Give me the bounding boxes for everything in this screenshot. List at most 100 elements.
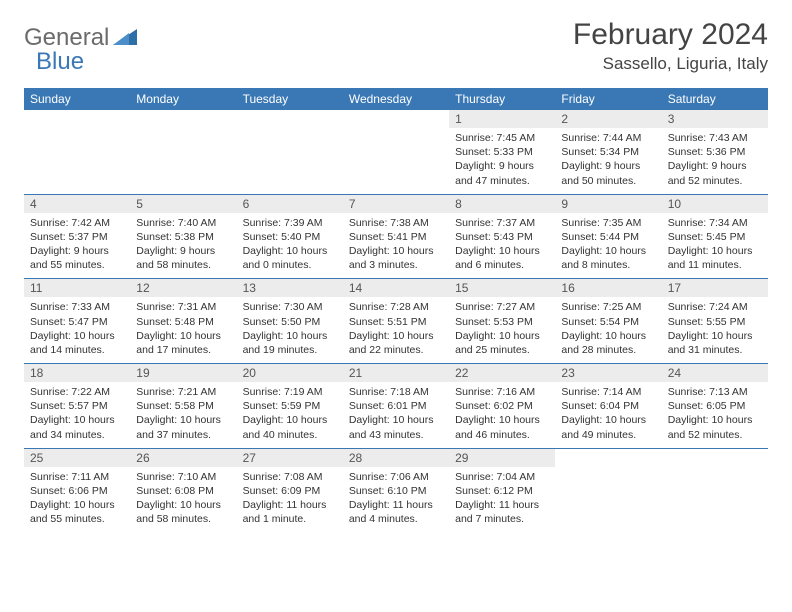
sunrise-line: Sunrise: 7:33 AM xyxy=(30,300,124,314)
daylight-line: Daylight: 11 hours and 7 minutes. xyxy=(455,498,549,526)
calendar-day: 4Sunrise: 7:42 AMSunset: 5:37 PMDaylight… xyxy=(24,195,130,279)
daylight-line: Daylight: 10 hours and 25 minutes. xyxy=(455,329,549,357)
calendar-body: 1Sunrise: 7:45 AMSunset: 5:33 PMDaylight… xyxy=(24,110,768,533)
day-number: 28 xyxy=(343,449,449,467)
calendar-empty xyxy=(662,449,768,533)
calendar-week: 18Sunrise: 7:22 AMSunset: 5:57 PMDayligh… xyxy=(24,364,768,448)
sunrise-line: Sunrise: 7:37 AM xyxy=(455,216,549,230)
day-number: 1 xyxy=(449,110,555,128)
sunrise-line: Sunrise: 7:19 AM xyxy=(243,385,337,399)
calendar-day: 20Sunrise: 7:19 AMSunset: 5:59 PMDayligh… xyxy=(237,364,343,448)
sunset-line: Sunset: 5:33 PM xyxy=(455,145,549,159)
day-details: Sunrise: 7:18 AMSunset: 6:01 PMDaylight:… xyxy=(343,382,449,448)
day-details: Sunrise: 7:28 AMSunset: 5:51 PMDaylight:… xyxy=(343,297,449,363)
calendar-day: 24Sunrise: 7:13 AMSunset: 6:05 PMDayligh… xyxy=(662,364,768,448)
sunrise-line: Sunrise: 7:24 AM xyxy=(668,300,762,314)
day-number: 24 xyxy=(662,364,768,382)
calendar-day: 3Sunrise: 7:43 AMSunset: 5:36 PMDaylight… xyxy=(662,110,768,194)
sunset-line: Sunset: 6:02 PM xyxy=(455,399,549,413)
calendar-day: 25Sunrise: 7:11 AMSunset: 6:06 PMDayligh… xyxy=(24,449,130,533)
sunset-line: Sunset: 5:55 PM xyxy=(668,315,762,329)
sunset-line: Sunset: 5:57 PM xyxy=(30,399,124,413)
calendar-day: 13Sunrise: 7:30 AMSunset: 5:50 PMDayligh… xyxy=(237,279,343,363)
daylight-line: Daylight: 10 hours and 52 minutes. xyxy=(668,413,762,441)
weekday-header: Tuesday xyxy=(237,88,343,110)
day-details: Sunrise: 7:27 AMSunset: 5:53 PMDaylight:… xyxy=(449,297,555,363)
day-number: 12 xyxy=(130,279,236,297)
sunset-line: Sunset: 5:37 PM xyxy=(30,230,124,244)
day-number: 5 xyxy=(130,195,236,213)
calendar-day: 26Sunrise: 7:10 AMSunset: 6:08 PMDayligh… xyxy=(130,449,236,533)
calendar-day: 12Sunrise: 7:31 AMSunset: 5:48 PMDayligh… xyxy=(130,279,236,363)
daylight-line: Daylight: 10 hours and 19 minutes. xyxy=(243,329,337,357)
brand-sub: Blue xyxy=(36,48,84,76)
day-details: Sunrise: 7:30 AMSunset: 5:50 PMDaylight:… xyxy=(237,297,343,363)
day-number: 25 xyxy=(24,449,130,467)
calendar-day: 16Sunrise: 7:25 AMSunset: 5:54 PMDayligh… xyxy=(555,279,661,363)
day-number: 27 xyxy=(237,449,343,467)
daylight-line: Daylight: 10 hours and 34 minutes. xyxy=(30,413,124,441)
daylight-line: Daylight: 9 hours and 47 minutes. xyxy=(455,159,549,187)
calendar-day: 19Sunrise: 7:21 AMSunset: 5:58 PMDayligh… xyxy=(130,364,236,448)
daylight-line: Daylight: 11 hours and 4 minutes. xyxy=(349,498,443,526)
day-details: Sunrise: 7:40 AMSunset: 5:38 PMDaylight:… xyxy=(130,213,236,279)
sunrise-line: Sunrise: 7:14 AM xyxy=(561,385,655,399)
day-details: Sunrise: 7:33 AMSunset: 5:47 PMDaylight:… xyxy=(24,297,130,363)
day-number: 20 xyxy=(237,364,343,382)
day-details: Sunrise: 7:38 AMSunset: 5:41 PMDaylight:… xyxy=(343,213,449,279)
calendar-day: 1Sunrise: 7:45 AMSunset: 5:33 PMDaylight… xyxy=(449,110,555,194)
day-details: Sunrise: 7:43 AMSunset: 5:36 PMDaylight:… xyxy=(662,128,768,194)
sunrise-line: Sunrise: 7:31 AM xyxy=(136,300,230,314)
day-details: Sunrise: 7:06 AMSunset: 6:10 PMDaylight:… xyxy=(343,467,449,533)
calendar-day: 22Sunrise: 7:16 AMSunset: 6:02 PMDayligh… xyxy=(449,364,555,448)
day-number: 29 xyxy=(449,449,555,467)
sunrise-line: Sunrise: 7:08 AM xyxy=(243,470,337,484)
sunrise-line: Sunrise: 7:43 AM xyxy=(668,131,762,145)
sunset-line: Sunset: 5:51 PM xyxy=(349,315,443,329)
calendar-day: 15Sunrise: 7:27 AMSunset: 5:53 PMDayligh… xyxy=(449,279,555,363)
sunset-line: Sunset: 6:06 PM xyxy=(30,484,124,498)
calendar-day: 21Sunrise: 7:18 AMSunset: 6:01 PMDayligh… xyxy=(343,364,449,448)
day-details: Sunrise: 7:13 AMSunset: 6:05 PMDaylight:… xyxy=(662,382,768,448)
day-number: 14 xyxy=(343,279,449,297)
daylight-line: Daylight: 9 hours and 52 minutes. xyxy=(668,159,762,187)
daylight-line: Daylight: 10 hours and 31 minutes. xyxy=(668,329,762,357)
day-number: 22 xyxy=(449,364,555,382)
day-number: 23 xyxy=(555,364,661,382)
sunrise-line: Sunrise: 7:22 AM xyxy=(30,385,124,399)
sunset-line: Sunset: 5:34 PM xyxy=(561,145,655,159)
daylight-line: Daylight: 10 hours and 49 minutes. xyxy=(561,413,655,441)
calendar-day: 10Sunrise: 7:34 AMSunset: 5:45 PMDayligh… xyxy=(662,195,768,279)
calendar-empty xyxy=(24,110,130,194)
daylight-line: Daylight: 10 hours and 55 minutes. xyxy=(30,498,124,526)
weekday-header: Friday xyxy=(555,88,661,110)
day-details: Sunrise: 7:21 AMSunset: 5:58 PMDaylight:… xyxy=(130,382,236,448)
calendar-week: 25Sunrise: 7:11 AMSunset: 6:06 PMDayligh… xyxy=(24,449,768,533)
day-details: Sunrise: 7:44 AMSunset: 5:34 PMDaylight:… xyxy=(555,128,661,194)
calendar-empty xyxy=(130,110,236,194)
sunset-line: Sunset: 5:40 PM xyxy=(243,230,337,244)
calendar-day: 11Sunrise: 7:33 AMSunset: 5:47 PMDayligh… xyxy=(24,279,130,363)
calendar-day: 5Sunrise: 7:40 AMSunset: 5:38 PMDaylight… xyxy=(130,195,236,279)
sunset-line: Sunset: 5:53 PM xyxy=(455,315,549,329)
day-number: 2 xyxy=(555,110,661,128)
day-details: Sunrise: 7:25 AMSunset: 5:54 PMDaylight:… xyxy=(555,297,661,363)
weekday-header: Wednesday xyxy=(343,88,449,110)
day-details: Sunrise: 7:39 AMSunset: 5:40 PMDaylight:… xyxy=(237,213,343,279)
sunset-line: Sunset: 5:54 PM xyxy=(561,315,655,329)
calendar-day: 23Sunrise: 7:14 AMSunset: 6:04 PMDayligh… xyxy=(555,364,661,448)
day-number: 26 xyxy=(130,449,236,467)
calendar-day: 14Sunrise: 7:28 AMSunset: 5:51 PMDayligh… xyxy=(343,279,449,363)
sunrise-line: Sunrise: 7:42 AM xyxy=(30,216,124,230)
sunset-line: Sunset: 6:05 PM xyxy=(668,399,762,413)
day-details: Sunrise: 7:10 AMSunset: 6:08 PMDaylight:… xyxy=(130,467,236,533)
day-details: Sunrise: 7:34 AMSunset: 5:45 PMDaylight:… xyxy=(662,213,768,279)
day-details: Sunrise: 7:22 AMSunset: 5:57 PMDaylight:… xyxy=(24,382,130,448)
calendar-day: 9Sunrise: 7:35 AMSunset: 5:44 PMDaylight… xyxy=(555,195,661,279)
weekday-header: Monday xyxy=(130,88,236,110)
day-number: 15 xyxy=(449,279,555,297)
sunrise-line: Sunrise: 7:27 AM xyxy=(455,300,549,314)
sunset-line: Sunset: 6:12 PM xyxy=(455,484,549,498)
sunset-line: Sunset: 5:45 PM xyxy=(668,230,762,244)
day-number: 3 xyxy=(662,110,768,128)
